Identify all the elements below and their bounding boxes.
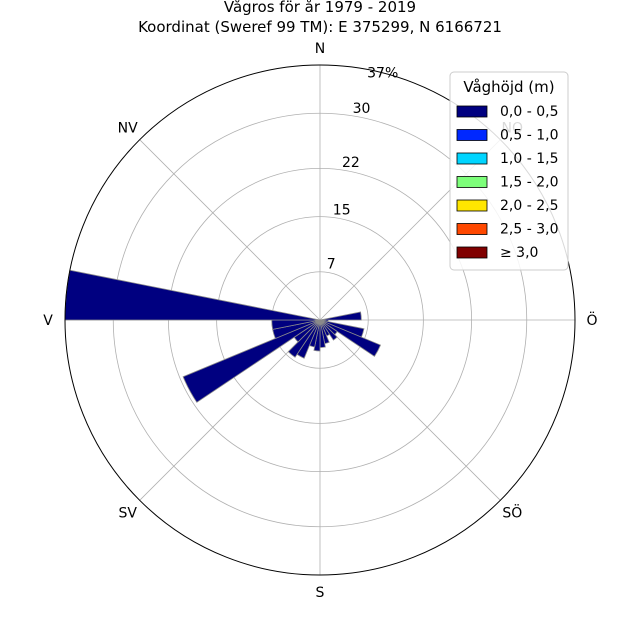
legend-label: ≥ 3,0 xyxy=(500,245,538,261)
legend-swatch xyxy=(456,105,488,118)
direction-label: S xyxy=(316,585,325,601)
direction-label: V xyxy=(43,313,53,329)
bar-sector xyxy=(182,319,321,403)
legend-title: Våghöjd (m) xyxy=(463,78,554,96)
chart-subtitle: Koordinat (Sweref 99 TM): E 375299, N 61… xyxy=(138,18,502,36)
bar-sectors xyxy=(64,269,382,403)
direction-label: SÖ xyxy=(502,503,522,521)
legend-swatch xyxy=(456,152,488,165)
radial-max-label: 37% xyxy=(367,66,398,82)
legend-swatch xyxy=(456,129,488,141)
legend-label: 2,5 - 3,0 xyxy=(500,222,558,238)
legend: Våghöjd (m) 0,0 - 0,5 0,5 - 1,0 1,0 - 1,5 1,… xyxy=(449,71,569,271)
bar-sector xyxy=(319,311,362,321)
bar-sector xyxy=(287,319,321,358)
radial-tick-label: 15 xyxy=(333,203,351,219)
direction-label: NV xyxy=(118,121,138,137)
legend-swatch xyxy=(456,223,488,235)
legend-swatch xyxy=(456,199,488,212)
legend-label: 2,0 - 2,5 xyxy=(500,198,558,214)
legend-label: 0,0 - 0,5 xyxy=(500,104,558,120)
direction-label: SV xyxy=(118,505,137,521)
legend-swatch xyxy=(456,246,488,259)
radial-tick-label: 7 xyxy=(327,257,336,273)
direction-label: N xyxy=(315,41,325,57)
grid-spoke xyxy=(139,139,321,321)
grid-spoke xyxy=(319,319,501,501)
legend-swatch xyxy=(456,176,488,188)
direction-label: Ö xyxy=(586,311,597,329)
radial-tick-label: 22 xyxy=(342,155,360,171)
legend-label: 1,5 - 2,0 xyxy=(500,175,558,191)
legend-box xyxy=(449,71,569,271)
bar-sector xyxy=(319,319,382,357)
outer-circle xyxy=(64,64,576,576)
legend-label: 0,5 - 1,0 xyxy=(500,128,558,144)
radial-tick-label: 30 xyxy=(353,101,371,117)
radial-tick-labels: 7 15 22 30 37% xyxy=(327,66,399,273)
bar-sector xyxy=(319,319,338,341)
bar-sector xyxy=(64,269,321,321)
outer-frame xyxy=(64,64,576,576)
legend-label: 1,0 - 1,5 xyxy=(500,151,558,167)
chart-title: Vågros för år 1979 - 2019 xyxy=(223,0,417,16)
